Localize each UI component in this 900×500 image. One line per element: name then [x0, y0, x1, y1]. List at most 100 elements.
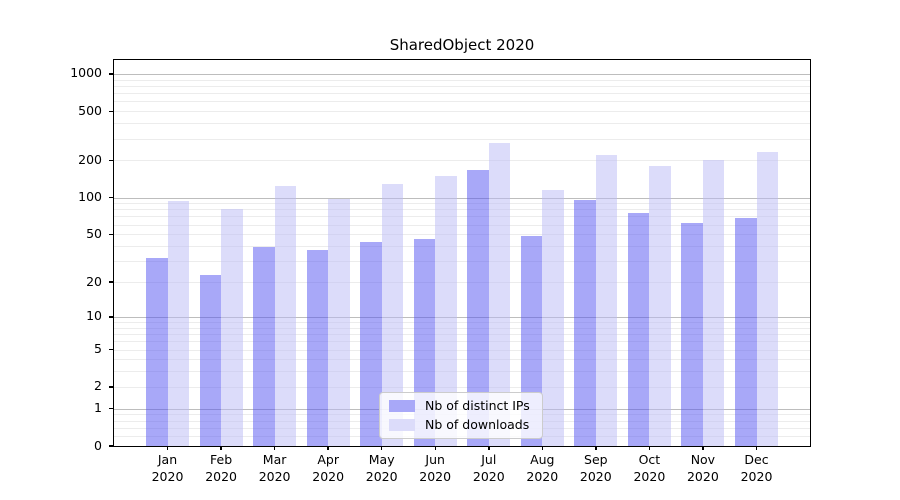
y-tick-mark-10 — [109, 316, 113, 318]
gridline-200 — [114, 160, 810, 162]
x-tick-mark-oct — [648, 446, 651, 450]
gridline-40 — [114, 246, 810, 247]
y-tick-mark-1000 — [109, 73, 113, 75]
x-tick-mark-nov — [702, 446, 704, 450]
x-tick-label-jul: Jul 2020 — [472, 452, 505, 484]
bar-ips-nov — [681, 222, 703, 446]
y-tick-mark-500 — [109, 110, 113, 112]
x-tick-mark-apr — [327, 446, 329, 450]
x-tick-mark-dec — [755, 446, 758, 450]
x-tick-label-oct: Oct 2020 — [633, 452, 666, 484]
bar-ips-mar — [253, 247, 275, 446]
gridline-60 — [114, 224, 810, 226]
legend-swatch-downloads — [389, 419, 415, 431]
bar-ips-oct — [627, 212, 650, 446]
gridline-1000 — [114, 73, 810, 75]
y-tick-label-10: 10 — [86, 308, 102, 324]
x-tick-label-may: May 2020 — [365, 452, 398, 484]
bar-downloads-mar — [274, 185, 297, 446]
y-tick-mark-2 — [109, 386, 113, 388]
x-tick-mark-aug — [541, 446, 544, 450]
gridline-600 — [114, 101, 810, 103]
y-tick-label-1000: 1000 — [70, 65, 102, 81]
gridline-100 — [114, 197, 810, 199]
gridline-2 — [114, 386, 810, 388]
gridline-800 — [114, 85, 810, 87]
gridline-90 — [114, 203, 810, 205]
gridline-10 — [114, 316, 810, 318]
y-tick-label-100: 100 — [78, 189, 102, 204]
bar-downloads-nov — [702, 160, 725, 446]
x-tick-label-apr: Apr 2020 — [312, 452, 345, 484]
gridline-7 — [114, 334, 810, 335]
gridline-700 — [114, 93, 810, 95]
legend-swatch-distinct-ips — [389, 400, 415, 412]
legend-label-downloads: Nb of downloads — [425, 417, 530, 432]
x-tick-mark-jul — [488, 446, 490, 450]
y-tick-mark-0 — [109, 445, 113, 447]
x-tick-mark-jan — [166, 446, 169, 450]
gridline-6 — [114, 341, 810, 343]
bar-downloads-apr — [328, 198, 350, 446]
gridline-8 — [114, 327, 810, 329]
x-tick-label-nov: Nov 2020 — [686, 452, 719, 484]
x-tick-mark-may — [380, 446, 383, 450]
legend-item-downloads: Nb of downloads — [389, 418, 530, 432]
y-tick-label-1: 1 — [94, 400, 102, 416]
x-tick-label-sep: Sep 2020 — [579, 452, 612, 484]
gridline-20 — [114, 282, 810, 283]
x-tick-mark-mar — [273, 446, 276, 450]
bar-ips-apr — [306, 250, 329, 446]
y-tick-label-50: 50 — [86, 225, 102, 241]
gridline-5 — [114, 349, 810, 351]
bar-ips-jan — [146, 257, 168, 446]
legend-item-distinct-ips: Nb of distinct IPs — [389, 399, 530, 413]
bar-downloads-jul — [488, 142, 511, 446]
gridline-30 — [114, 261, 810, 263]
x-tick-label-jun: Jun 2020 — [419, 452, 452, 484]
bar-downloads-feb — [221, 209, 243, 446]
x-tick-mark-sep — [595, 446, 597, 450]
y-tick-mark-20 — [109, 281, 113, 283]
bar-downloads-oct — [649, 165, 671, 446]
y-tick-mark-100 — [109, 196, 113, 199]
x-tick-label-jan: Jan 2020 — [151, 452, 184, 484]
gridline-400 — [114, 123, 810, 125]
gridline-70 — [114, 216, 810, 218]
gridline-300 — [114, 138, 810, 140]
gridline-4 — [114, 359, 810, 361]
bar-ips-feb — [199, 274, 222, 446]
y-tick-mark-200 — [109, 159, 113, 162]
bar-ips-jul — [467, 170, 489, 446]
x-tick-label-dec: Dec 2020 — [740, 452, 773, 484]
plot-area — [113, 59, 811, 447]
chart-title: SharedObject 2020 — [389, 36, 535, 54]
bar-downloads-may — [381, 183, 404, 446]
bar-ips-dec — [735, 218, 757, 446]
x-tick-label-mar: Mar 2020 — [258, 452, 291, 484]
gridline-3 — [114, 371, 810, 373]
y-tick-mark-5 — [109, 348, 113, 351]
y-tick-label-500: 500 — [78, 102, 102, 118]
legend: Nb of distinct IPs Nb of downloads — [379, 392, 543, 439]
bar-downloads-sep — [595, 155, 618, 446]
y-tick-label-200: 200 — [78, 151, 102, 167]
bar-downloads-jan — [167, 200, 189, 446]
gridline-80 — [114, 209, 810, 211]
bar-ips-sep — [574, 199, 596, 446]
y-tick-label-5: 5 — [94, 341, 102, 356]
x-tick-mark-jun — [434, 446, 436, 450]
bar-downloads-dec — [756, 152, 778, 446]
y-tick-mark-1 — [109, 407, 113, 410]
bar-ips-may — [360, 242, 382, 446]
gridline-900 — [114, 79, 810, 81]
y-tick-label-20: 20 — [86, 273, 102, 289]
y-tick-label-2: 2 — [94, 378, 102, 394]
bar-downloads-jun — [435, 175, 457, 446]
legend-label-distinct-ips: Nb of distinct IPs — [425, 398, 530, 413]
bar-downloads-aug — [542, 190, 564, 446]
gridline-50 — [114, 234, 810, 236]
x-tick-label-feb: Feb 2020 — [205, 452, 237, 484]
y-tick-label-0: 0 — [94, 437, 102, 453]
